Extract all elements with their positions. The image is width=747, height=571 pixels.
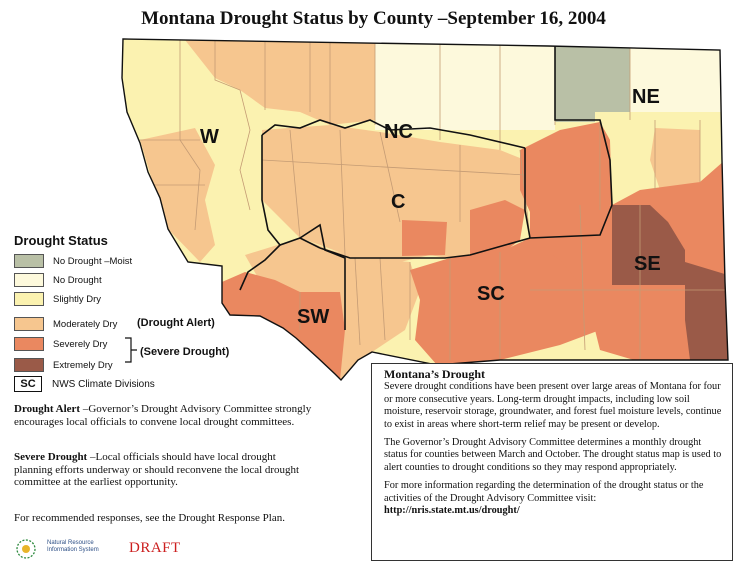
legend-swatch xyxy=(14,337,44,351)
region-moderately-dry-nw xyxy=(185,40,375,125)
legend: Drought Status xyxy=(14,233,359,252)
draft-stamp: DRAFT xyxy=(129,540,181,556)
region-no-drought-ne xyxy=(630,40,725,120)
drought-alert-description: Drought Alert –Governor’s Drought Adviso… xyxy=(14,403,334,428)
legend-swatch xyxy=(14,358,44,372)
response-note: For recommended responses, see the Droug… xyxy=(14,512,285,524)
info-paragraph-2: The Governor’s Drought Advisory Committe… xyxy=(384,437,722,473)
legend-label: Slightly Dry xyxy=(53,293,102,305)
severe-text: –Local officials should have local droug… xyxy=(14,451,300,488)
legend-label: Extremely Dry xyxy=(53,359,113,371)
region-extremely-dry-se xyxy=(612,205,685,285)
drought-alert-note: (Drought Alert) xyxy=(137,317,215,329)
legend-swatch xyxy=(14,292,44,306)
severe-drought-note: (Severe Drought) xyxy=(140,346,230,358)
region-no-drought xyxy=(375,40,555,130)
division-label-sc: SC xyxy=(477,283,505,305)
region-no-drought-moist xyxy=(555,40,630,122)
region-severely-dry-e xyxy=(520,122,612,212)
legend-label: Moderately Dry xyxy=(53,318,118,330)
region-moderately-dry-e xyxy=(650,128,700,190)
legend-item-no-drought-moist: No Drought –Moist xyxy=(14,253,132,269)
nws-label: NWS Climate Divisions xyxy=(52,378,155,390)
region-moderately-dry-w xyxy=(140,128,215,262)
legend-swatch xyxy=(14,273,44,287)
info-heading: Montana’s Drought xyxy=(384,367,486,381)
division-label-c: C xyxy=(391,191,405,213)
sc-box: SC xyxy=(14,376,42,392)
legend-item-slightly-dry: Slightly Dry xyxy=(14,291,101,307)
info-paragraph-1: Severe drought conditions have been pres… xyxy=(384,381,722,430)
legend-item-climate-divisions: SC NWS Climate Divisions xyxy=(14,376,155,392)
legend-title: Drought Status xyxy=(14,233,108,248)
page-title: Montana Drought Status by County –Septem… xyxy=(141,8,606,29)
region-severely-dry-c xyxy=(402,220,447,256)
severe-term: Severe Drought xyxy=(14,451,88,463)
legend-item-severely-dry: Severely Dry xyxy=(14,336,107,352)
legend-label: No Drought xyxy=(53,274,102,286)
legend-swatch xyxy=(14,254,44,268)
division-label-ne: NE xyxy=(632,86,660,108)
climate-division-lines xyxy=(239,46,613,330)
info-box: Montana’s Drought Severe drought conditi… xyxy=(371,363,733,561)
division-label-sw: SW xyxy=(297,306,329,328)
severe-drought-description: Severe Drought –Local officials should h… xyxy=(14,451,314,489)
region-extremely-dry-se2 xyxy=(685,262,728,360)
info-url: http://nris.state.mt.us/drought/ xyxy=(384,505,520,517)
division-label-w: W xyxy=(200,126,219,148)
alert-text: –Governor’s Drought Advisory Committee s… xyxy=(14,403,312,428)
legend-item-no-drought: No Drought xyxy=(14,272,102,288)
alert-term: Drought Alert xyxy=(14,403,81,415)
nris-logo-text: Natural Resource Information System xyxy=(47,540,99,553)
legend-label: Severely Dry xyxy=(53,338,108,350)
division-label-nc: NC xyxy=(384,121,413,143)
nris-logo-icon xyxy=(16,539,36,559)
state-outline xyxy=(121,38,729,382)
legend-item-moderately-dry: Moderately Dry xyxy=(14,316,117,332)
division-label-se: SE xyxy=(634,253,661,275)
legend-swatch xyxy=(14,317,44,331)
region-severely-dry-sc xyxy=(410,230,600,365)
legend-label: No Drought –Moist xyxy=(53,255,133,267)
legend-item-extremely-dry: Extremely Dry xyxy=(14,357,113,373)
severe-bracket xyxy=(125,337,137,363)
info-paragraph-3: For more information regarding the deter… xyxy=(384,480,704,504)
